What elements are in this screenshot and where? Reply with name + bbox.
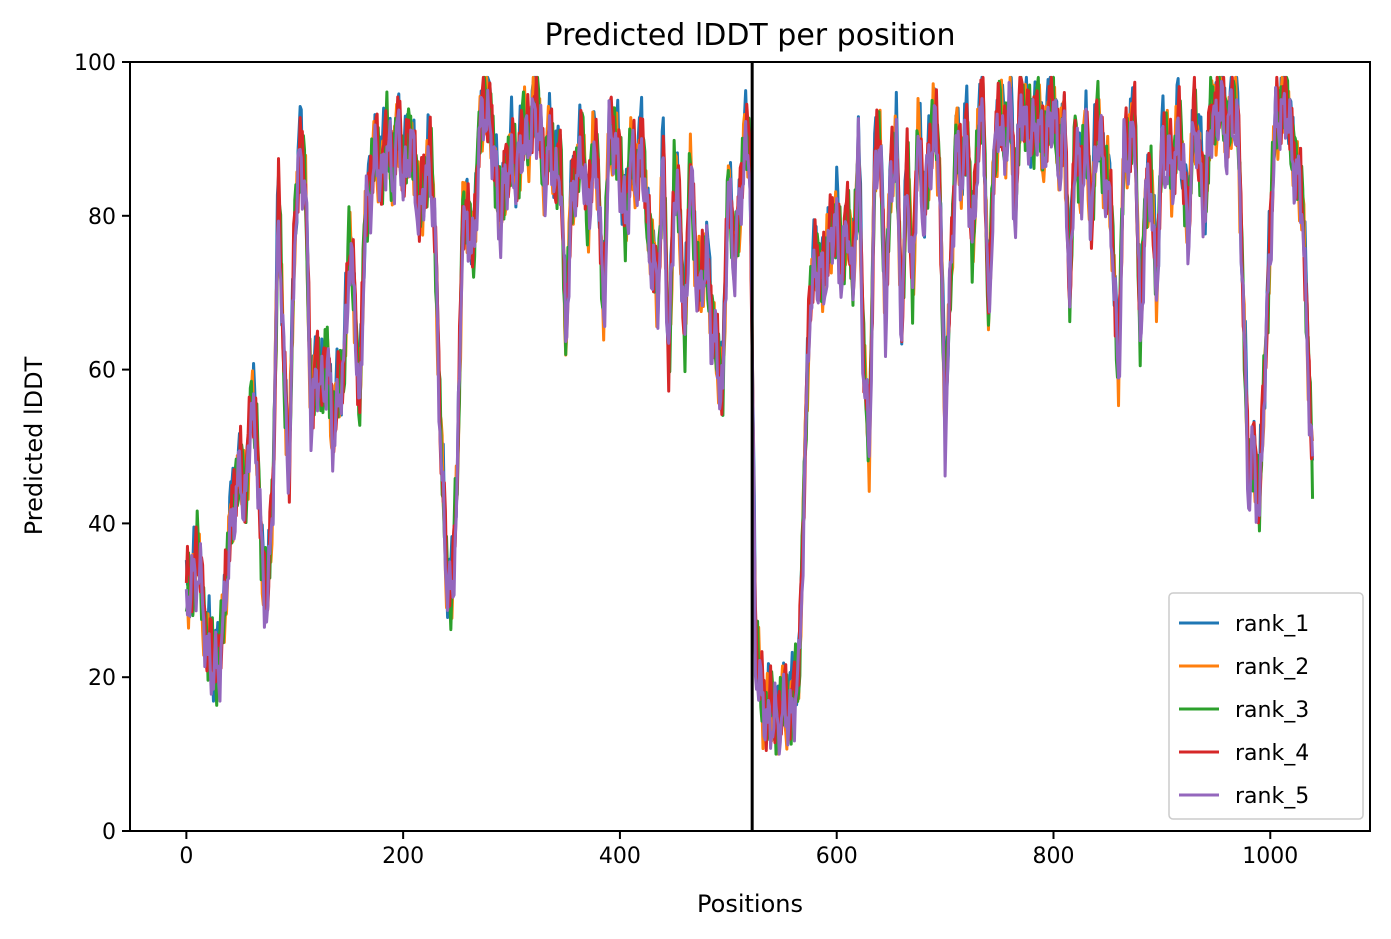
y-tick-label: 20: [88, 666, 116, 691]
x-axis-label: Positions: [697, 890, 803, 918]
y-tick-label: 80: [88, 205, 116, 230]
legend: rank_1 rank_2 rank_3 rank_4 rank_5: [1168, 592, 1364, 820]
x-tick-label: 800: [1032, 844, 1074, 869]
x-tick-label: 0: [179, 844, 193, 869]
x-tick-label: 200: [382, 844, 424, 869]
legend-label-rank_5: rank_5: [1235, 784, 1309, 809]
legend-label-rank_2: rank_2: [1235, 655, 1309, 680]
series-line-rank_5: [184, 79, 1315, 756]
y-tick-label: 40: [88, 512, 116, 537]
legend-label-rank_1: rank_1: [1235, 612, 1309, 637]
plot-frame: [129, 61, 1371, 832]
x-tick-label: 400: [599, 844, 641, 869]
y-tick-label: 0: [102, 820, 116, 845]
chart-title: Predicted lDDT per position: [545, 18, 956, 53]
y-tick-label: 100: [74, 51, 116, 76]
y-axis: 0 20 40 60 80 100: [74, 51, 130, 845]
legend-label-rank_4: rank_4: [1235, 741, 1309, 766]
x-tick-label: 600: [816, 844, 858, 869]
y-axis-label: Predicted lDDT: [20, 356, 48, 535]
x-tick-label: 1000: [1242, 844, 1298, 869]
y-tick-label: 60: [88, 359, 116, 384]
x-axis: 0 200 400 600 800 1000: [179, 831, 1298, 869]
legend-label-rank_3: rank_3: [1235, 698, 1309, 723]
legend-box: [1168, 592, 1364, 820]
series-layer: [184, 75, 1315, 756]
